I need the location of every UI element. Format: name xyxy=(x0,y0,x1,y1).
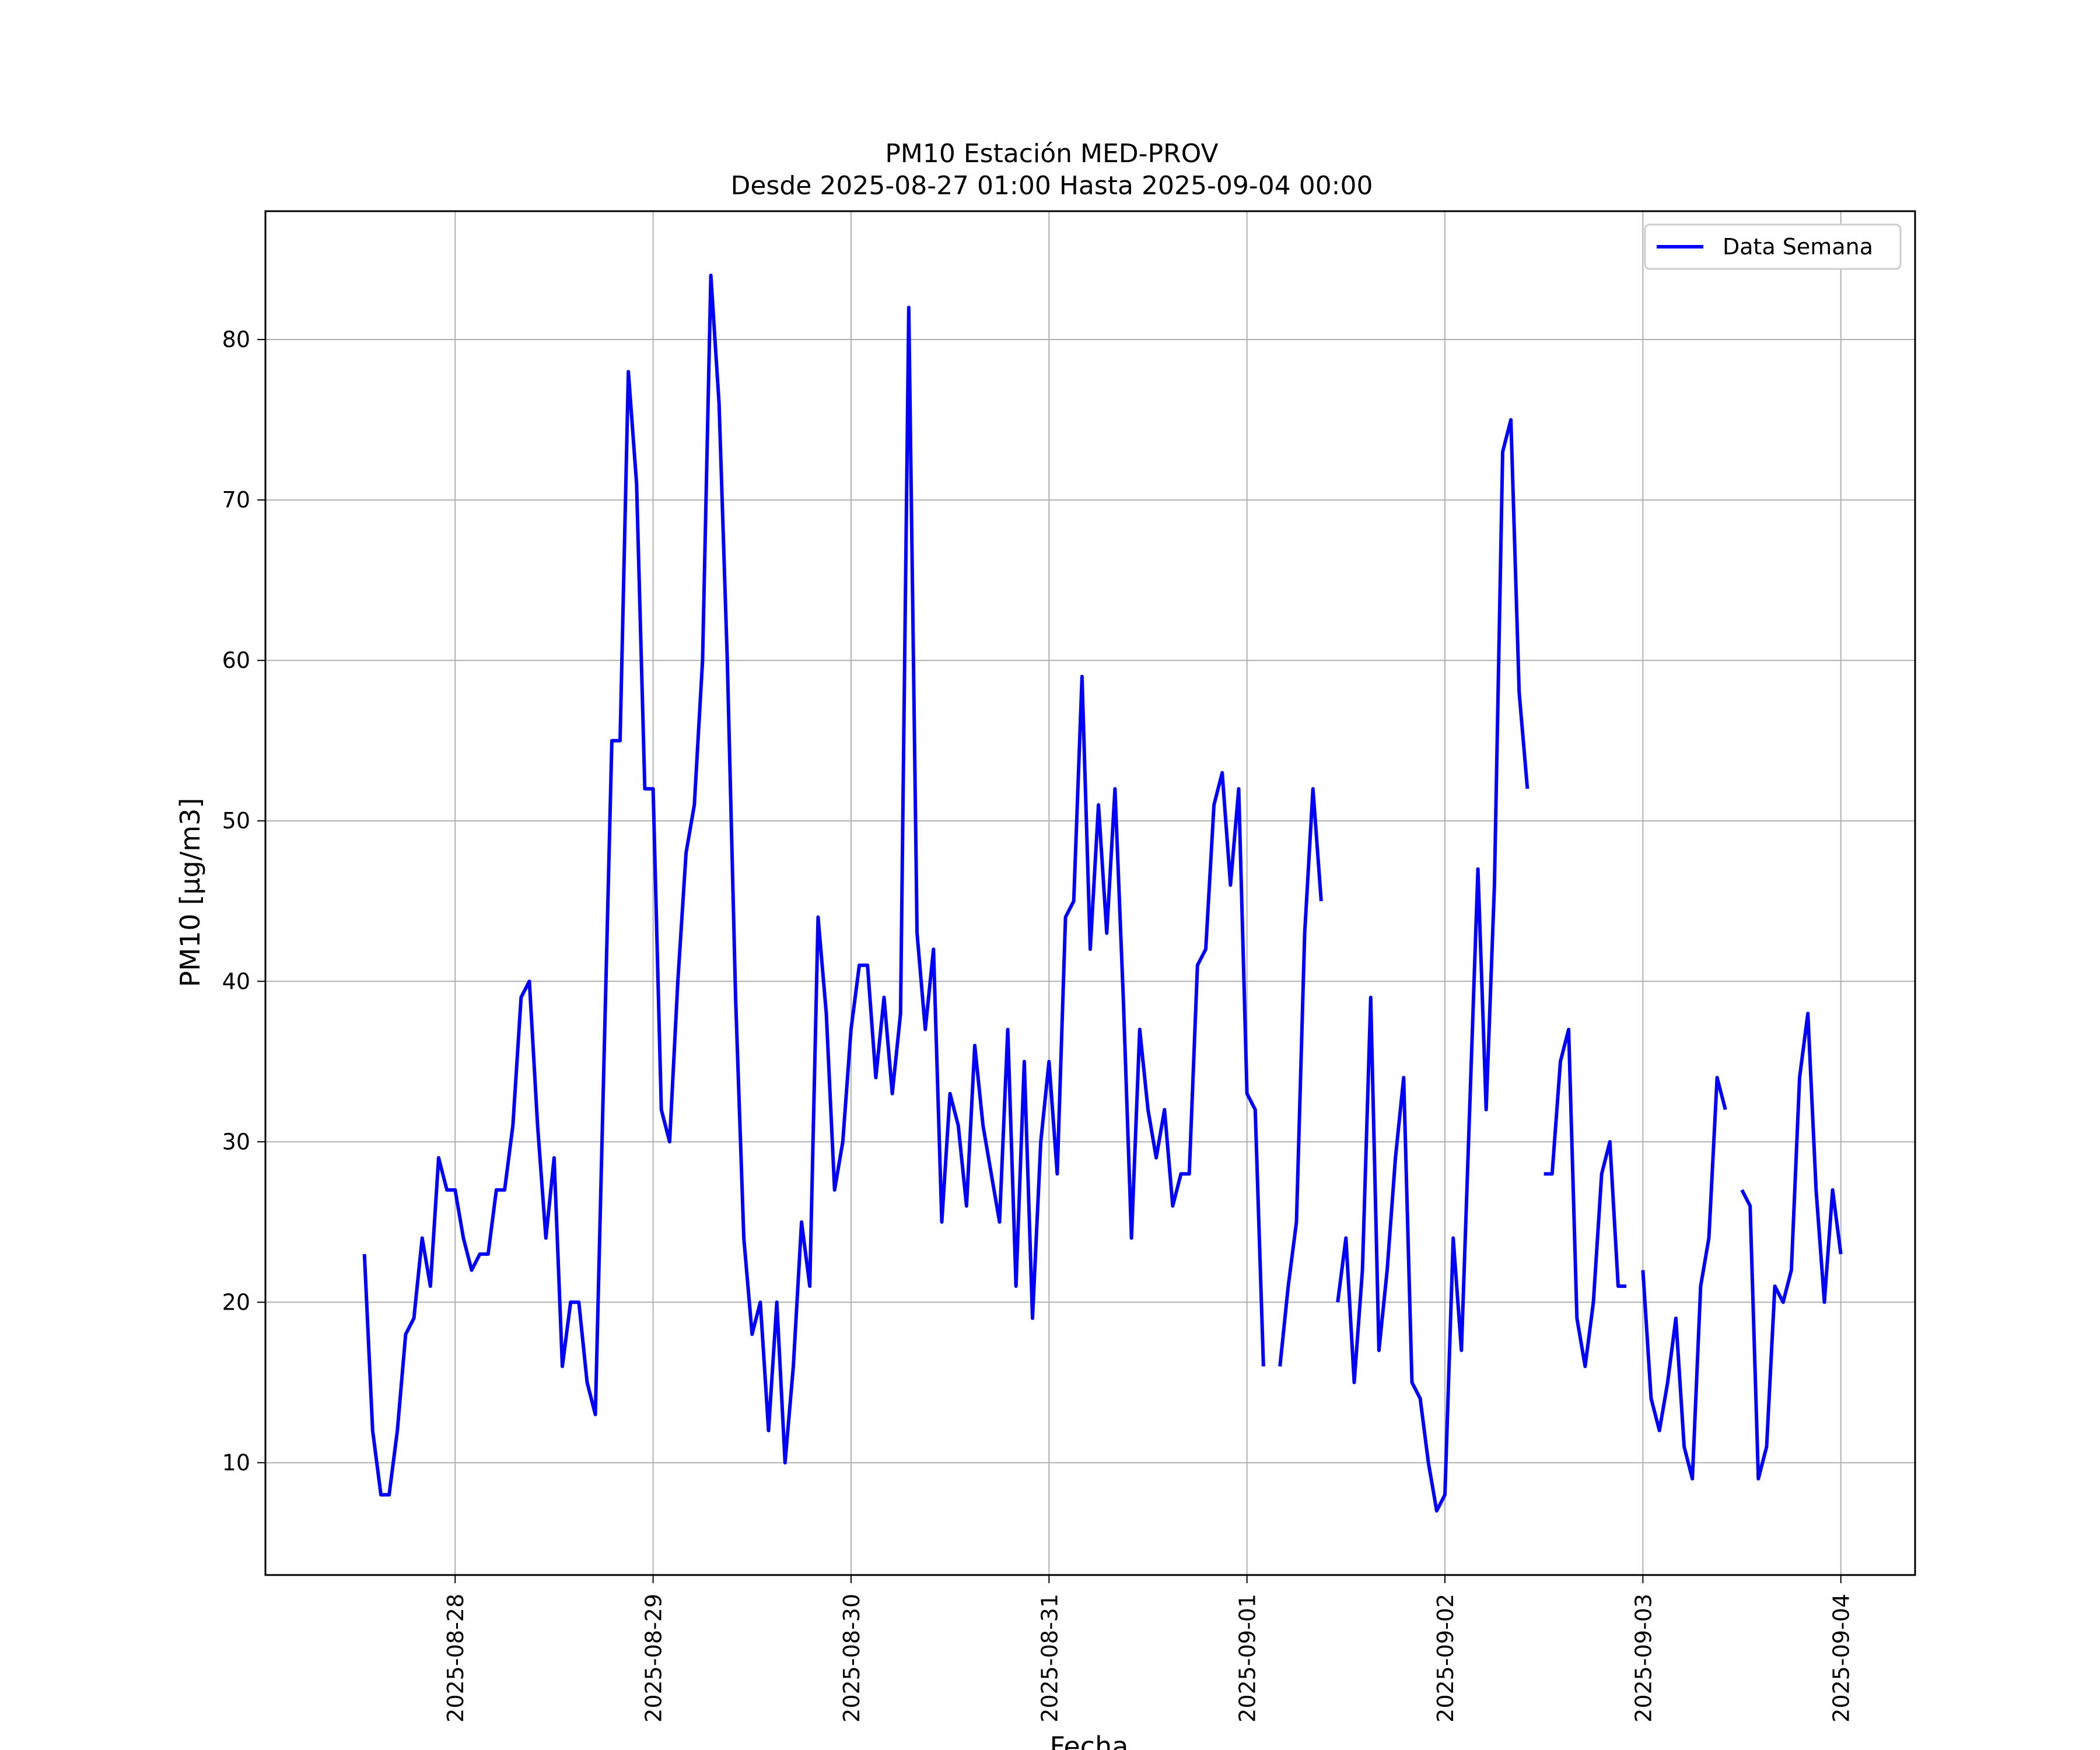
x-axis-label: Fecha xyxy=(1050,1731,1129,1750)
legend-box xyxy=(1644,223,1902,270)
x-tick-label: 2025-09-03 xyxy=(1630,1594,1656,1723)
y-tick-label: 60 xyxy=(222,648,250,673)
y-tick-label: 50 xyxy=(222,808,250,834)
chart-subtitle: Desde 2025-08-27 01:00 Hasta 2025-09-04 … xyxy=(730,171,1373,201)
series-line xyxy=(362,274,1843,1513)
y-tick-label: 10 xyxy=(222,1450,250,1475)
x-tick-label: 2025-09-04 xyxy=(1829,1594,1854,1723)
x-axis-ticks: 2025-08-28 2025-08-29 2025-08-30 2025-08-31… xyxy=(443,1575,1854,1723)
legend: Data Semana xyxy=(1644,223,1902,270)
y-tick-label: 20 xyxy=(222,1289,250,1315)
y-axis-ticks: 10 20 30 40 50 60 70 80 xyxy=(222,327,265,1475)
legend-label: Data Semana xyxy=(1723,234,1873,260)
plot-frame xyxy=(264,210,1916,1576)
chart-title: PM10 Estación MED-PROV xyxy=(885,139,1218,169)
y-tick-label: 70 xyxy=(222,487,250,513)
x-tick-label: 2025-08-31 xyxy=(1037,1594,1062,1723)
x-tick-label: 2025-08-29 xyxy=(641,1594,667,1723)
x-tick-label: 2025-08-30 xyxy=(839,1594,864,1723)
y-tick-label: 40 xyxy=(222,968,250,994)
x-tick-label: 2025-09-01 xyxy=(1235,1594,1261,1723)
x-tick-label: 2025-09-02 xyxy=(1433,1594,1458,1723)
y-tick-label: 80 xyxy=(222,327,250,352)
series-lines xyxy=(362,274,1843,1513)
x-tick-label: 2025-08-28 xyxy=(443,1594,468,1723)
chart-title-group: PM10 Estación MED-PROV Desde 2025-08-27 … xyxy=(730,139,1373,201)
y-tick-label: 30 xyxy=(222,1129,250,1154)
y-axis-label: PM10 [µg/m3] xyxy=(174,798,206,988)
